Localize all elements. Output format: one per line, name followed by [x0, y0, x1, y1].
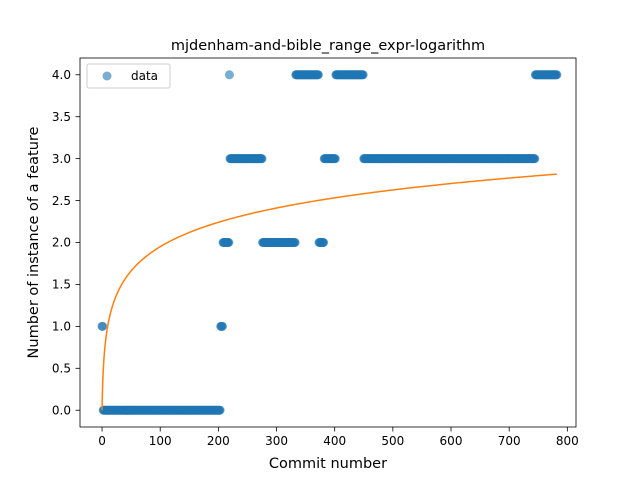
y-tick-label: 4.0 [52, 68, 71, 82]
legend: data [86, 63, 171, 89]
data-point [290, 238, 300, 247]
legend-marker [102, 71, 112, 81]
y-tick-label: 1.5 [52, 278, 71, 292]
chart-title: mjdenham-and-bible_range_expr-logarithm [171, 38, 485, 54]
plot-area [97, 70, 562, 415]
data-series [97, 70, 562, 415]
y-tick-label: 3.5 [52, 110, 71, 124]
x-tick-label: 700 [498, 434, 521, 448]
x-tick-label: 100 [149, 434, 172, 448]
data-point [530, 154, 540, 164]
y-tick-label: 2.0 [52, 236, 71, 250]
data-point [224, 70, 234, 80]
data-point [552, 70, 562, 80]
x-tick-label: 0 [98, 434, 106, 448]
data-point [98, 321, 108, 331]
y-tick-label: 2.5 [52, 194, 71, 208]
x-tick-label: 200 [207, 434, 230, 448]
data-point [217, 321, 227, 331]
data-point [257, 154, 267, 164]
y-tick-label: 3.0 [52, 152, 71, 166]
fit-line [101, 173, 557, 411]
x-tick-label: 800 [556, 434, 579, 448]
data-point [313, 70, 323, 80]
x-tick-label: 500 [381, 434, 404, 448]
x-tick-label: 300 [265, 434, 288, 448]
data-point [319, 238, 329, 247]
y-axis: 0.0 0.5 1.0 1.5 2.0 2.5 3.0 3.5 4.0 [52, 68, 80, 417]
y-axis-label: Number of instance of a feature [26, 126, 42, 358]
y-tick-label: 0.5 [52, 361, 71, 375]
x-tick-label: 400 [323, 434, 346, 448]
data-point [224, 238, 234, 247]
y-tick-label: 1.0 [52, 320, 71, 334]
y-tick-label: 0.0 [52, 403, 71, 417]
data-point [330, 154, 340, 164]
x-axis-label: Commit number [269, 456, 387, 472]
data-point [358, 70, 368, 80]
legend-box [86, 63, 171, 89]
x-tick-label: 600 [440, 434, 463, 448]
x-axis: 0 100 200 300 400 500 600 700 800 [98, 427, 579, 448]
legend-label: data [131, 69, 158, 83]
data-point [215, 405, 225, 415]
